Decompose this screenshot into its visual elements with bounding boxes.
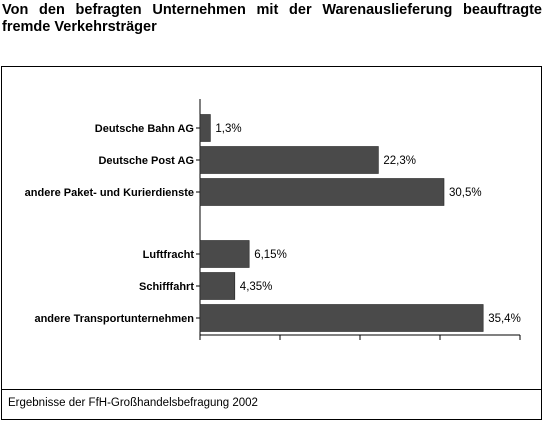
bar (199, 178, 445, 206)
category-label: Luftfracht (143, 249, 195, 261)
value-label: 30,5% (449, 187, 482, 199)
x-axis-ticks (199, 335, 521, 340)
bar (199, 146, 379, 174)
value-label: 6,15% (254, 249, 287, 261)
bar-chart: Deutsche Bahn AG 1,3% Deutsche Post AG 22,3… (25, 99, 521, 340)
value-label: 22,3% (383, 155, 416, 167)
footer-divider (2, 389, 541, 390)
chart-frame: Deutsche Bahn AG 1,3% Deutsche Post AG 22,3… (1, 66, 542, 420)
bar (199, 114, 211, 142)
category-label: Deutsche Bahn AG (95, 123, 194, 135)
value-label: 35,4% (488, 313, 521, 325)
bar-series: Deutsche Bahn AG 1,3% Deutsche Post AG 22,3… (25, 114, 521, 332)
bar (199, 304, 484, 332)
category-label: andere Transportunternehmen (34, 313, 194, 325)
category-label: Deutsche Post AG (98, 155, 194, 167)
chart-title: Von den befragten Unternehmen mit der Wa… (2, 2, 542, 35)
category-label: Schifffahrt (139, 281, 194, 293)
bar (199, 272, 236, 300)
value-label: 4,35% (240, 281, 273, 293)
category-label: andere Paket- und Kurierdienste (25, 187, 194, 199)
bar (199, 240, 250, 268)
value-label: 1,3% (215, 123, 241, 135)
source-note: Ergebnisse der FfH-Großhandelsbefragung … (8, 397, 258, 409)
